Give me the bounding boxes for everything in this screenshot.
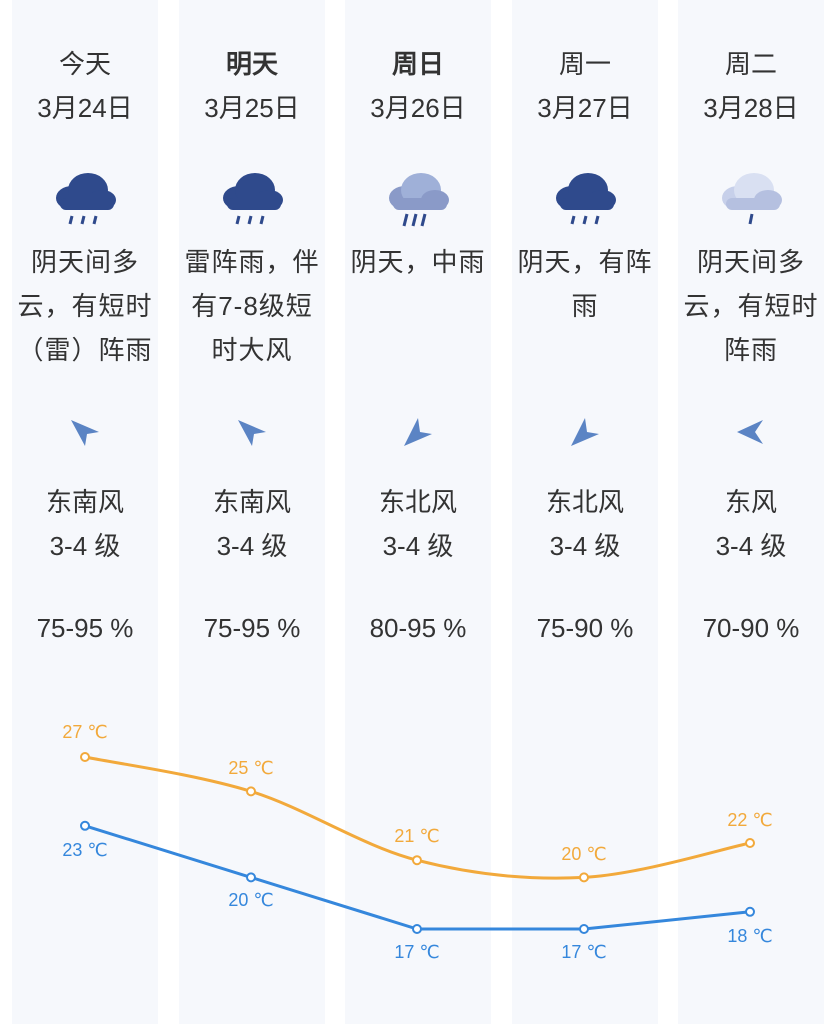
description-line: 时大风 [211, 335, 293, 365]
weather-description: 阴天，有阵 雨 [510, 240, 660, 328]
description-line: （雷）阵雨 [17, 335, 153, 365]
high-temp-label: 25 ℃ [228, 758, 273, 778]
day-date: 3月25日 [204, 93, 300, 123]
high-temp-label: 27 ℃ [62, 722, 107, 742]
wind-direction: 东南风 [212, 487, 291, 517]
wind-direction: 东南风 [45, 487, 124, 517]
day-column-1 [179, 0, 325, 1024]
low-temp-point [80, 820, 90, 831]
wind-level: 3-4 级 [216, 531, 288, 561]
day-name: 周日 [391, 49, 444, 79]
description-line: 阵雨 [723, 335, 778, 365]
day-name: 周二 [724, 49, 777, 79]
day-column-3 [512, 0, 658, 1024]
light-rain-cloud-icon [722, 173, 782, 225]
day-date: 3月24日 [37, 93, 133, 123]
wind-direction: 东风 [724, 487, 777, 517]
day-name: 今天 [58, 49, 111, 79]
description-line: 云，有短时 [17, 291, 153, 321]
humidity: 75-95 % [36, 613, 134, 643]
wind-direction-southeast-icon [238, 420, 266, 446]
description-line: 阴天，中雨 [350, 247, 486, 277]
temperature-chart: 27 ℃ 25 ℃ 21 ℃ 20 ℃ 22 ℃ 23 ℃ 20 ℃ 17 ℃ … [62, 722, 772, 962]
wind-level: 3-4 级 [715, 531, 787, 561]
wind-direction-east-icon [737, 420, 763, 444]
humidity: 75-90 % [536, 613, 634, 643]
low-temp-point [246, 872, 256, 883]
moderate-rain-cloud-icon [389, 173, 449, 227]
shower-cloud-icon [556, 173, 616, 225]
low-temp-label: 17 ℃ [394, 942, 439, 962]
description-line: 有7-8级短 [191, 291, 313, 321]
wind-direction: 东北风 [378, 487, 457, 517]
low-temp-point [579, 924, 589, 934]
weather-description: 雷阵雨，伴 有7-8级短 时大风 [177, 240, 327, 372]
high-temp-point [412, 855, 422, 866]
high-temp-label: 21 ℃ [394, 826, 439, 846]
high-temp-point [579, 872, 589, 883]
day-column-0 [12, 0, 158, 1024]
high-temp-label: 22 ℃ [727, 810, 772, 830]
weather-description: 阴天间多 云，有短时 阵雨 [676, 240, 825, 372]
high-temp-label: 20 ℃ [561, 844, 606, 864]
wind-direction: 东北风 [545, 487, 624, 517]
description-line: 阴天间多 [30, 247, 139, 277]
description-line: 阴天，有阵 [517, 247, 653, 277]
humidity: 80-95 % [369, 613, 467, 643]
low-temp-label: 18 ℃ [727, 926, 772, 946]
day-column-2 [345, 0, 491, 1024]
thunder-rain-cloud-icon [56, 173, 116, 225]
description-line: 雨 [571, 291, 599, 321]
day-name: 明天 [225, 49, 278, 79]
low-temp-label: 17 ℃ [561, 942, 606, 962]
wind-direction-northeast-icon [571, 418, 599, 446]
description-line: 云，有短时 [683, 291, 819, 321]
weather-description: 阴天间多 云，有短时 （雷）阵雨 [10, 240, 160, 372]
day-column-4 [678, 0, 824, 1024]
high-temp-point [246, 786, 256, 797]
description-line: 雷阵雨，伴 [184, 247, 320, 277]
high-temp-point [745, 838, 755, 848]
description-line: 阴天间多 [696, 247, 805, 277]
low-temp-label: 20 ℃ [228, 890, 273, 910]
wind-direction-southeast-icon [71, 420, 99, 446]
wind-level: 3-4 级 [549, 531, 621, 561]
day-name: 周一 [558, 49, 611, 79]
wind-level: 3-4 级 [49, 531, 121, 561]
day-date: 3月26日 [370, 93, 466, 123]
thunder-rain-cloud-icon [223, 173, 283, 225]
low-temp-label: 23 ℃ [62, 840, 107, 860]
day-date: 3月28日 [703, 93, 799, 123]
high-temp-point [80, 752, 90, 762]
day-date: 3月27日 [537, 93, 633, 123]
humidity: 70-90 % [702, 613, 800, 643]
low-temp-point [745, 906, 755, 917]
weather-description: 阴天，中雨 [343, 240, 493, 284]
wind-level: 3-4 级 [382, 531, 454, 561]
humidity: 75-95 % [203, 613, 301, 643]
wind-direction-northeast-icon [404, 418, 432, 446]
low-temp-point [412, 924, 422, 934]
